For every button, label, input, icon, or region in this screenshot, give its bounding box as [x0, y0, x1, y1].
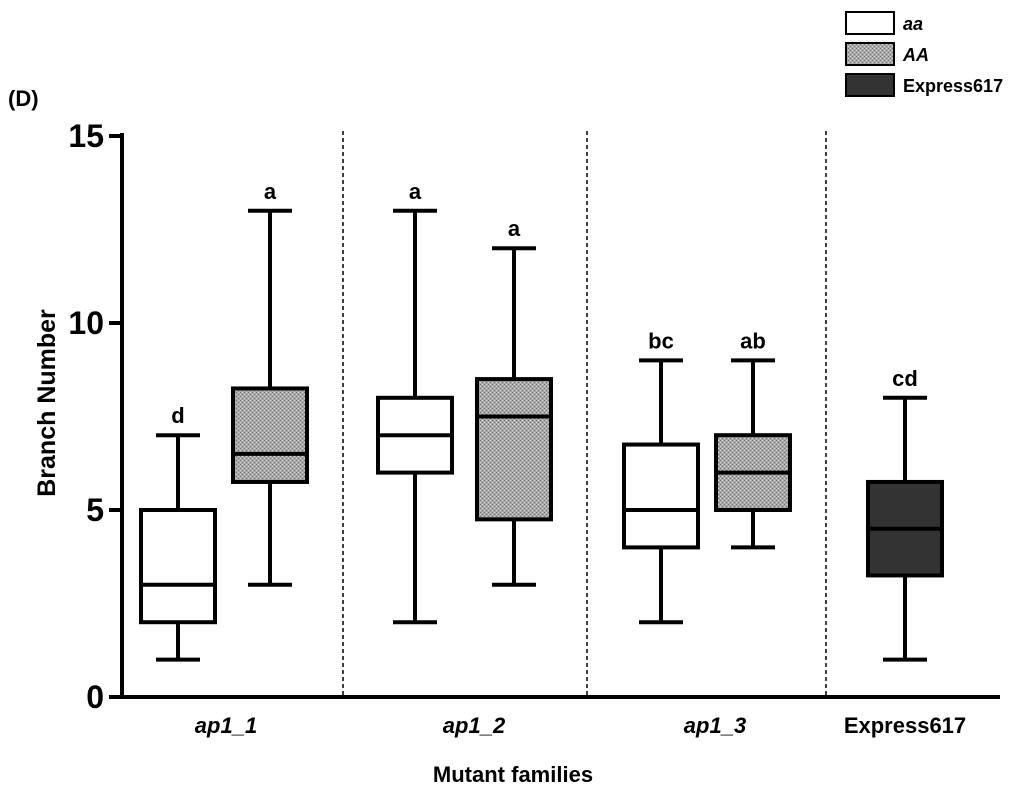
legend-swatch — [845, 73, 895, 97]
x-tick-label: Express617 — [844, 713, 966, 738]
legend: aa AA Express617 — [845, 11, 1003, 97]
x-axis-title: Mutant families — [433, 762, 593, 787]
significance-letter: d — [171, 403, 184, 428]
panel-label: (D) — [8, 86, 39, 111]
y-tick-label: 5 — [86, 492, 104, 528]
box-ap1_3-AA: ab — [714, 328, 792, 550]
axes: 0 5 10 15 ap1_1 ap1_2 ap1_3 Express617 — [68, 118, 1000, 738]
significance-letter: cd — [892, 366, 918, 391]
legend-label: aa — [903, 14, 923, 34]
x-tick-label: ap1_2 — [443, 713, 506, 738]
box-iqr — [622, 442, 700, 550]
box-Express617-Express617: cd — [866, 366, 944, 662]
significance-letter: ab — [740, 328, 766, 353]
box-ap1_1-AA: a — [231, 179, 309, 587]
x-tick-label: ap1_3 — [684, 713, 746, 738]
y-tick-label: 0 — [86, 679, 104, 715]
y-axis-title: Branch Number — [33, 309, 61, 497]
box-ap1_2-AA: a — [475, 216, 553, 587]
box-ap1_1-aa: d — [139, 403, 217, 662]
significance-letter: a — [508, 216, 521, 241]
box-ap1_3-aa: bc — [622, 328, 700, 625]
box-iqr — [475, 377, 553, 522]
significance-letter: a — [264, 179, 277, 204]
box-ap1_2-aa: a — [376, 179, 454, 625]
group-separators — [342, 131, 827, 697]
legend-label: Express617 — [903, 76, 1003, 96]
significance-letter: bc — [648, 328, 674, 353]
y-tick-label: 15 — [68, 118, 104, 154]
legend-label: AA — [902, 45, 929, 65]
significance-letter: a — [409, 179, 422, 204]
boxes: d a a a bc ab cd — [139, 179, 944, 662]
box-iqr — [139, 508, 217, 625]
box-iqr — [231, 386, 309, 484]
x-tick-label: ap1_1 — [195, 713, 257, 738]
legend-swatch — [845, 42, 895, 66]
y-tick-label: 10 — [68, 305, 104, 341]
legend-swatch — [845, 11, 895, 35]
